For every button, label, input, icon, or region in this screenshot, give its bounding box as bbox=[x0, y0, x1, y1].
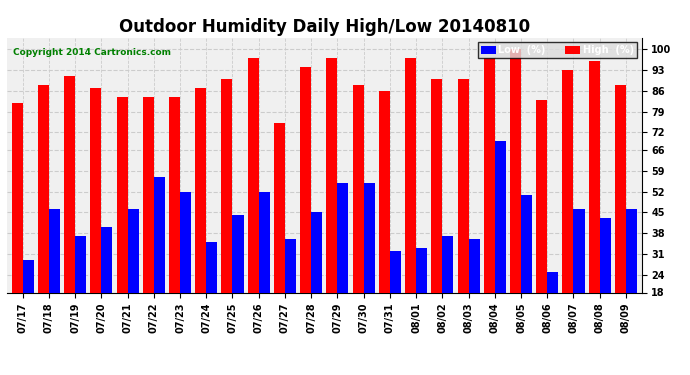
Bar bbox=[38, 85, 49, 292]
Bar bbox=[143, 97, 154, 292]
Bar bbox=[311, 213, 322, 292]
Bar bbox=[154, 177, 165, 292]
Bar bbox=[457, 79, 469, 292]
Bar bbox=[274, 123, 285, 292]
Bar bbox=[431, 79, 442, 292]
Bar bbox=[75, 236, 86, 292]
Bar bbox=[547, 272, 558, 292]
Bar bbox=[615, 85, 626, 292]
Bar bbox=[128, 210, 139, 292]
Bar bbox=[484, 58, 495, 292]
Bar bbox=[233, 215, 244, 292]
Bar bbox=[23, 260, 34, 292]
Bar bbox=[379, 91, 390, 292]
Bar bbox=[117, 97, 128, 292]
Bar bbox=[573, 210, 584, 292]
Text: Copyright 2014 Cartronics.com: Copyright 2014 Cartronics.com bbox=[13, 48, 171, 57]
Bar bbox=[589, 61, 600, 292]
Bar bbox=[510, 50, 521, 292]
Bar bbox=[416, 248, 427, 292]
Bar bbox=[353, 85, 364, 292]
Bar bbox=[600, 218, 611, 292]
Bar bbox=[337, 183, 348, 292]
Bar bbox=[285, 239, 296, 292]
Bar bbox=[536, 100, 547, 292]
Bar bbox=[626, 210, 637, 292]
Title: Outdoor Humidity Daily High/Low 20140810: Outdoor Humidity Daily High/Low 20140810 bbox=[119, 18, 530, 36]
Bar bbox=[12, 103, 23, 292]
Bar bbox=[469, 239, 480, 292]
Bar bbox=[442, 236, 453, 292]
Bar bbox=[562, 70, 573, 292]
Legend: Low  (%), High  (%): Low (%), High (%) bbox=[478, 42, 637, 58]
Bar bbox=[90, 88, 101, 292]
Bar bbox=[169, 97, 180, 292]
Bar bbox=[248, 58, 259, 292]
Bar bbox=[259, 192, 270, 292]
Bar bbox=[326, 58, 337, 292]
Bar bbox=[495, 141, 506, 292]
Bar bbox=[101, 227, 112, 292]
Bar bbox=[206, 242, 217, 292]
Bar bbox=[221, 79, 233, 292]
Bar bbox=[180, 192, 191, 292]
Bar bbox=[49, 210, 60, 292]
Bar bbox=[364, 183, 375, 292]
Bar bbox=[195, 88, 206, 292]
Bar bbox=[300, 67, 311, 292]
Bar bbox=[521, 195, 532, 292]
Bar bbox=[390, 251, 401, 292]
Bar bbox=[405, 58, 416, 292]
Bar bbox=[64, 76, 75, 292]
